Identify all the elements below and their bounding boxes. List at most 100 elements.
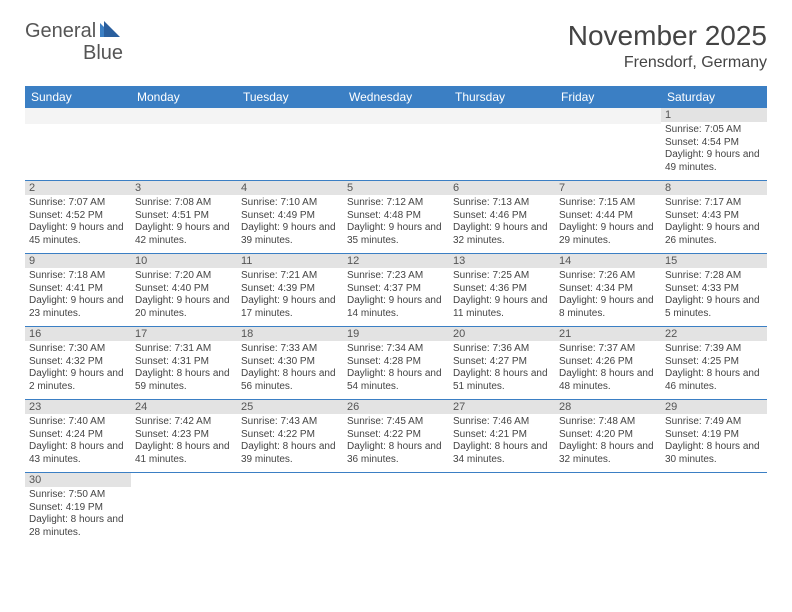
calendar-cell: 19Sunrise: 7:34 AMSunset: 4:28 PMDayligh… xyxy=(343,327,449,400)
logo-text-blue: Blue xyxy=(83,42,123,64)
day-content: Sunrise: 7:23 AMSunset: 4:37 PMDaylight:… xyxy=(343,268,449,322)
calendar-cell xyxy=(449,473,555,546)
day-content: Sunrise: 7:45 AMSunset: 4:22 PMDaylight:… xyxy=(343,414,449,468)
calendar-cell: 6Sunrise: 7:13 AMSunset: 4:46 PMDaylight… xyxy=(449,181,555,254)
day-content: Sunrise: 7:10 AMSunset: 4:49 PMDaylight:… xyxy=(237,195,343,249)
day-content: Sunrise: 7:12 AMSunset: 4:48 PMDaylight:… xyxy=(343,195,449,249)
calendar-cell xyxy=(131,473,237,546)
calendar-cell: 14Sunrise: 7:26 AMSunset: 4:34 PMDayligh… xyxy=(555,254,661,327)
day-content: Sunrise: 7:36 AMSunset: 4:27 PMDaylight:… xyxy=(449,341,555,395)
calendar-cell: 29Sunrise: 7:49 AMSunset: 4:19 PMDayligh… xyxy=(661,400,767,473)
calendar-row: 2Sunrise: 7:07 AMSunset: 4:52 PMDaylight… xyxy=(25,181,767,254)
header: General November 2025 Frensdorf, Germany xyxy=(25,20,767,72)
calendar-cell: 8Sunrise: 7:17 AMSunset: 4:43 PMDaylight… xyxy=(661,181,767,254)
calendar-cell xyxy=(661,473,767,546)
calendar-cell: 5Sunrise: 7:12 AMSunset: 4:48 PMDaylight… xyxy=(343,181,449,254)
calendar-cell: 13Sunrise: 7:25 AMSunset: 4:36 PMDayligh… xyxy=(449,254,555,327)
day-number: 24 xyxy=(131,400,237,414)
day-content: Sunrise: 7:48 AMSunset: 4:20 PMDaylight:… xyxy=(555,414,661,468)
day-number: 20 xyxy=(449,327,555,341)
weekday-header: Friday xyxy=(555,86,661,108)
calendar-cell xyxy=(449,108,555,181)
day-content: Sunrise: 7:26 AMSunset: 4:34 PMDaylight:… xyxy=(555,268,661,322)
day-content: Sunrise: 7:21 AMSunset: 4:39 PMDaylight:… xyxy=(237,268,343,322)
weekday-header: Thursday xyxy=(449,86,555,108)
calendar-cell: 24Sunrise: 7:42 AMSunset: 4:23 PMDayligh… xyxy=(131,400,237,473)
calendar-cell: 16Sunrise: 7:30 AMSunset: 4:32 PMDayligh… xyxy=(25,327,131,400)
day-number: 3 xyxy=(131,181,237,195)
day-number: 13 xyxy=(449,254,555,268)
weekday-header: Saturday xyxy=(661,86,767,108)
calendar-cell: 10Sunrise: 7:20 AMSunset: 4:40 PMDayligh… xyxy=(131,254,237,327)
calendar-cell: 18Sunrise: 7:33 AMSunset: 4:30 PMDayligh… xyxy=(237,327,343,400)
calendar-cell: 4Sunrise: 7:10 AMSunset: 4:49 PMDaylight… xyxy=(237,181,343,254)
day-content: Sunrise: 7:07 AMSunset: 4:52 PMDaylight:… xyxy=(25,195,131,249)
calendar-cell xyxy=(25,108,131,181)
logo-subtext-wrap: Blue xyxy=(25,42,123,65)
calendar-row: 1Sunrise: 7:05 AMSunset: 4:54 PMDaylight… xyxy=(25,108,767,181)
calendar-row: 9Sunrise: 7:18 AMSunset: 4:41 PMDaylight… xyxy=(25,254,767,327)
title-block: November 2025 Frensdorf, Germany xyxy=(568,20,767,72)
weekday-header: Sunday xyxy=(25,86,131,108)
day-content: Sunrise: 7:17 AMSunset: 4:43 PMDaylight:… xyxy=(661,195,767,249)
day-content: Sunrise: 7:42 AMSunset: 4:23 PMDaylight:… xyxy=(131,414,237,468)
day-content: Sunrise: 7:49 AMSunset: 4:19 PMDaylight:… xyxy=(661,414,767,468)
day-number: 17 xyxy=(131,327,237,341)
day-content: Sunrise: 7:50 AMSunset: 4:19 PMDaylight:… xyxy=(25,487,131,541)
calendar-cell: 2Sunrise: 7:07 AMSunset: 4:52 PMDaylight… xyxy=(25,181,131,254)
calendar-cell: 21Sunrise: 7:37 AMSunset: 4:26 PMDayligh… xyxy=(555,327,661,400)
day-content: Sunrise: 7:43 AMSunset: 4:22 PMDaylight:… xyxy=(237,414,343,468)
calendar-cell: 7Sunrise: 7:15 AMSunset: 4:44 PMDaylight… xyxy=(555,181,661,254)
calendar-body: 1Sunrise: 7:05 AMSunset: 4:54 PMDaylight… xyxy=(25,108,767,545)
day-number: 25 xyxy=(237,400,343,414)
logo-text-general: General xyxy=(25,20,96,43)
day-number: 27 xyxy=(449,400,555,414)
day-number: 18 xyxy=(237,327,343,341)
day-content: Sunrise: 7:28 AMSunset: 4:33 PMDaylight:… xyxy=(661,268,767,322)
calendar-cell: 3Sunrise: 7:08 AMSunset: 4:51 PMDaylight… xyxy=(131,181,237,254)
calendar-cell: 25Sunrise: 7:43 AMSunset: 4:22 PMDayligh… xyxy=(237,400,343,473)
calendar-table: SundayMondayTuesdayWednesdayThursdayFrid… xyxy=(25,86,767,545)
day-number: 10 xyxy=(131,254,237,268)
calendar-cell: 28Sunrise: 7:48 AMSunset: 4:20 PMDayligh… xyxy=(555,400,661,473)
day-number: 11 xyxy=(237,254,343,268)
month-title: November 2025 xyxy=(568,20,767,52)
day-number: 14 xyxy=(555,254,661,268)
calendar-row: 30Sunrise: 7:50 AMSunset: 4:19 PMDayligh… xyxy=(25,473,767,546)
day-content: Sunrise: 7:13 AMSunset: 4:46 PMDaylight:… xyxy=(449,195,555,249)
day-content: Sunrise: 7:20 AMSunset: 4:40 PMDaylight:… xyxy=(131,268,237,322)
day-number: 4 xyxy=(237,181,343,195)
day-number: 2 xyxy=(25,181,131,195)
calendar-cell: 23Sunrise: 7:40 AMSunset: 4:24 PMDayligh… xyxy=(25,400,131,473)
day-number: 6 xyxy=(449,181,555,195)
weekday-header: Tuesday xyxy=(237,86,343,108)
day-number: 5 xyxy=(343,181,449,195)
calendar-cell: 15Sunrise: 7:28 AMSunset: 4:33 PMDayligh… xyxy=(661,254,767,327)
day-number: 30 xyxy=(25,473,131,487)
weekday-header-row: SundayMondayTuesdayWednesdayThursdayFrid… xyxy=(25,86,767,108)
day-number: 21 xyxy=(555,327,661,341)
day-number: 12 xyxy=(343,254,449,268)
logo: General xyxy=(25,20,126,43)
day-content: Sunrise: 7:37 AMSunset: 4:26 PMDaylight:… xyxy=(555,341,661,395)
calendar-cell xyxy=(555,108,661,181)
day-content: Sunrise: 7:08 AMSunset: 4:51 PMDaylight:… xyxy=(131,195,237,249)
calendar-cell xyxy=(237,473,343,546)
day-content: Sunrise: 7:25 AMSunset: 4:36 PMDaylight:… xyxy=(449,268,555,322)
day-content: Sunrise: 7:46 AMSunset: 4:21 PMDaylight:… xyxy=(449,414,555,468)
day-number: 16 xyxy=(25,327,131,341)
day-number: 19 xyxy=(343,327,449,341)
day-number: 8 xyxy=(661,181,767,195)
calendar-row: 16Sunrise: 7:30 AMSunset: 4:32 PMDayligh… xyxy=(25,327,767,400)
location: Frensdorf, Germany xyxy=(568,54,767,72)
calendar-cell xyxy=(131,108,237,181)
calendar-cell: 17Sunrise: 7:31 AMSunset: 4:31 PMDayligh… xyxy=(131,327,237,400)
calendar-cell xyxy=(555,473,661,546)
day-number: 1 xyxy=(661,108,767,122)
weekday-header: Wednesday xyxy=(343,86,449,108)
calendar-row: 23Sunrise: 7:40 AMSunset: 4:24 PMDayligh… xyxy=(25,400,767,473)
calendar-cell: 30Sunrise: 7:50 AMSunset: 4:19 PMDayligh… xyxy=(25,473,131,546)
day-number: 23 xyxy=(25,400,131,414)
calendar-cell: 11Sunrise: 7:21 AMSunset: 4:39 PMDayligh… xyxy=(237,254,343,327)
day-number: 7 xyxy=(555,181,661,195)
